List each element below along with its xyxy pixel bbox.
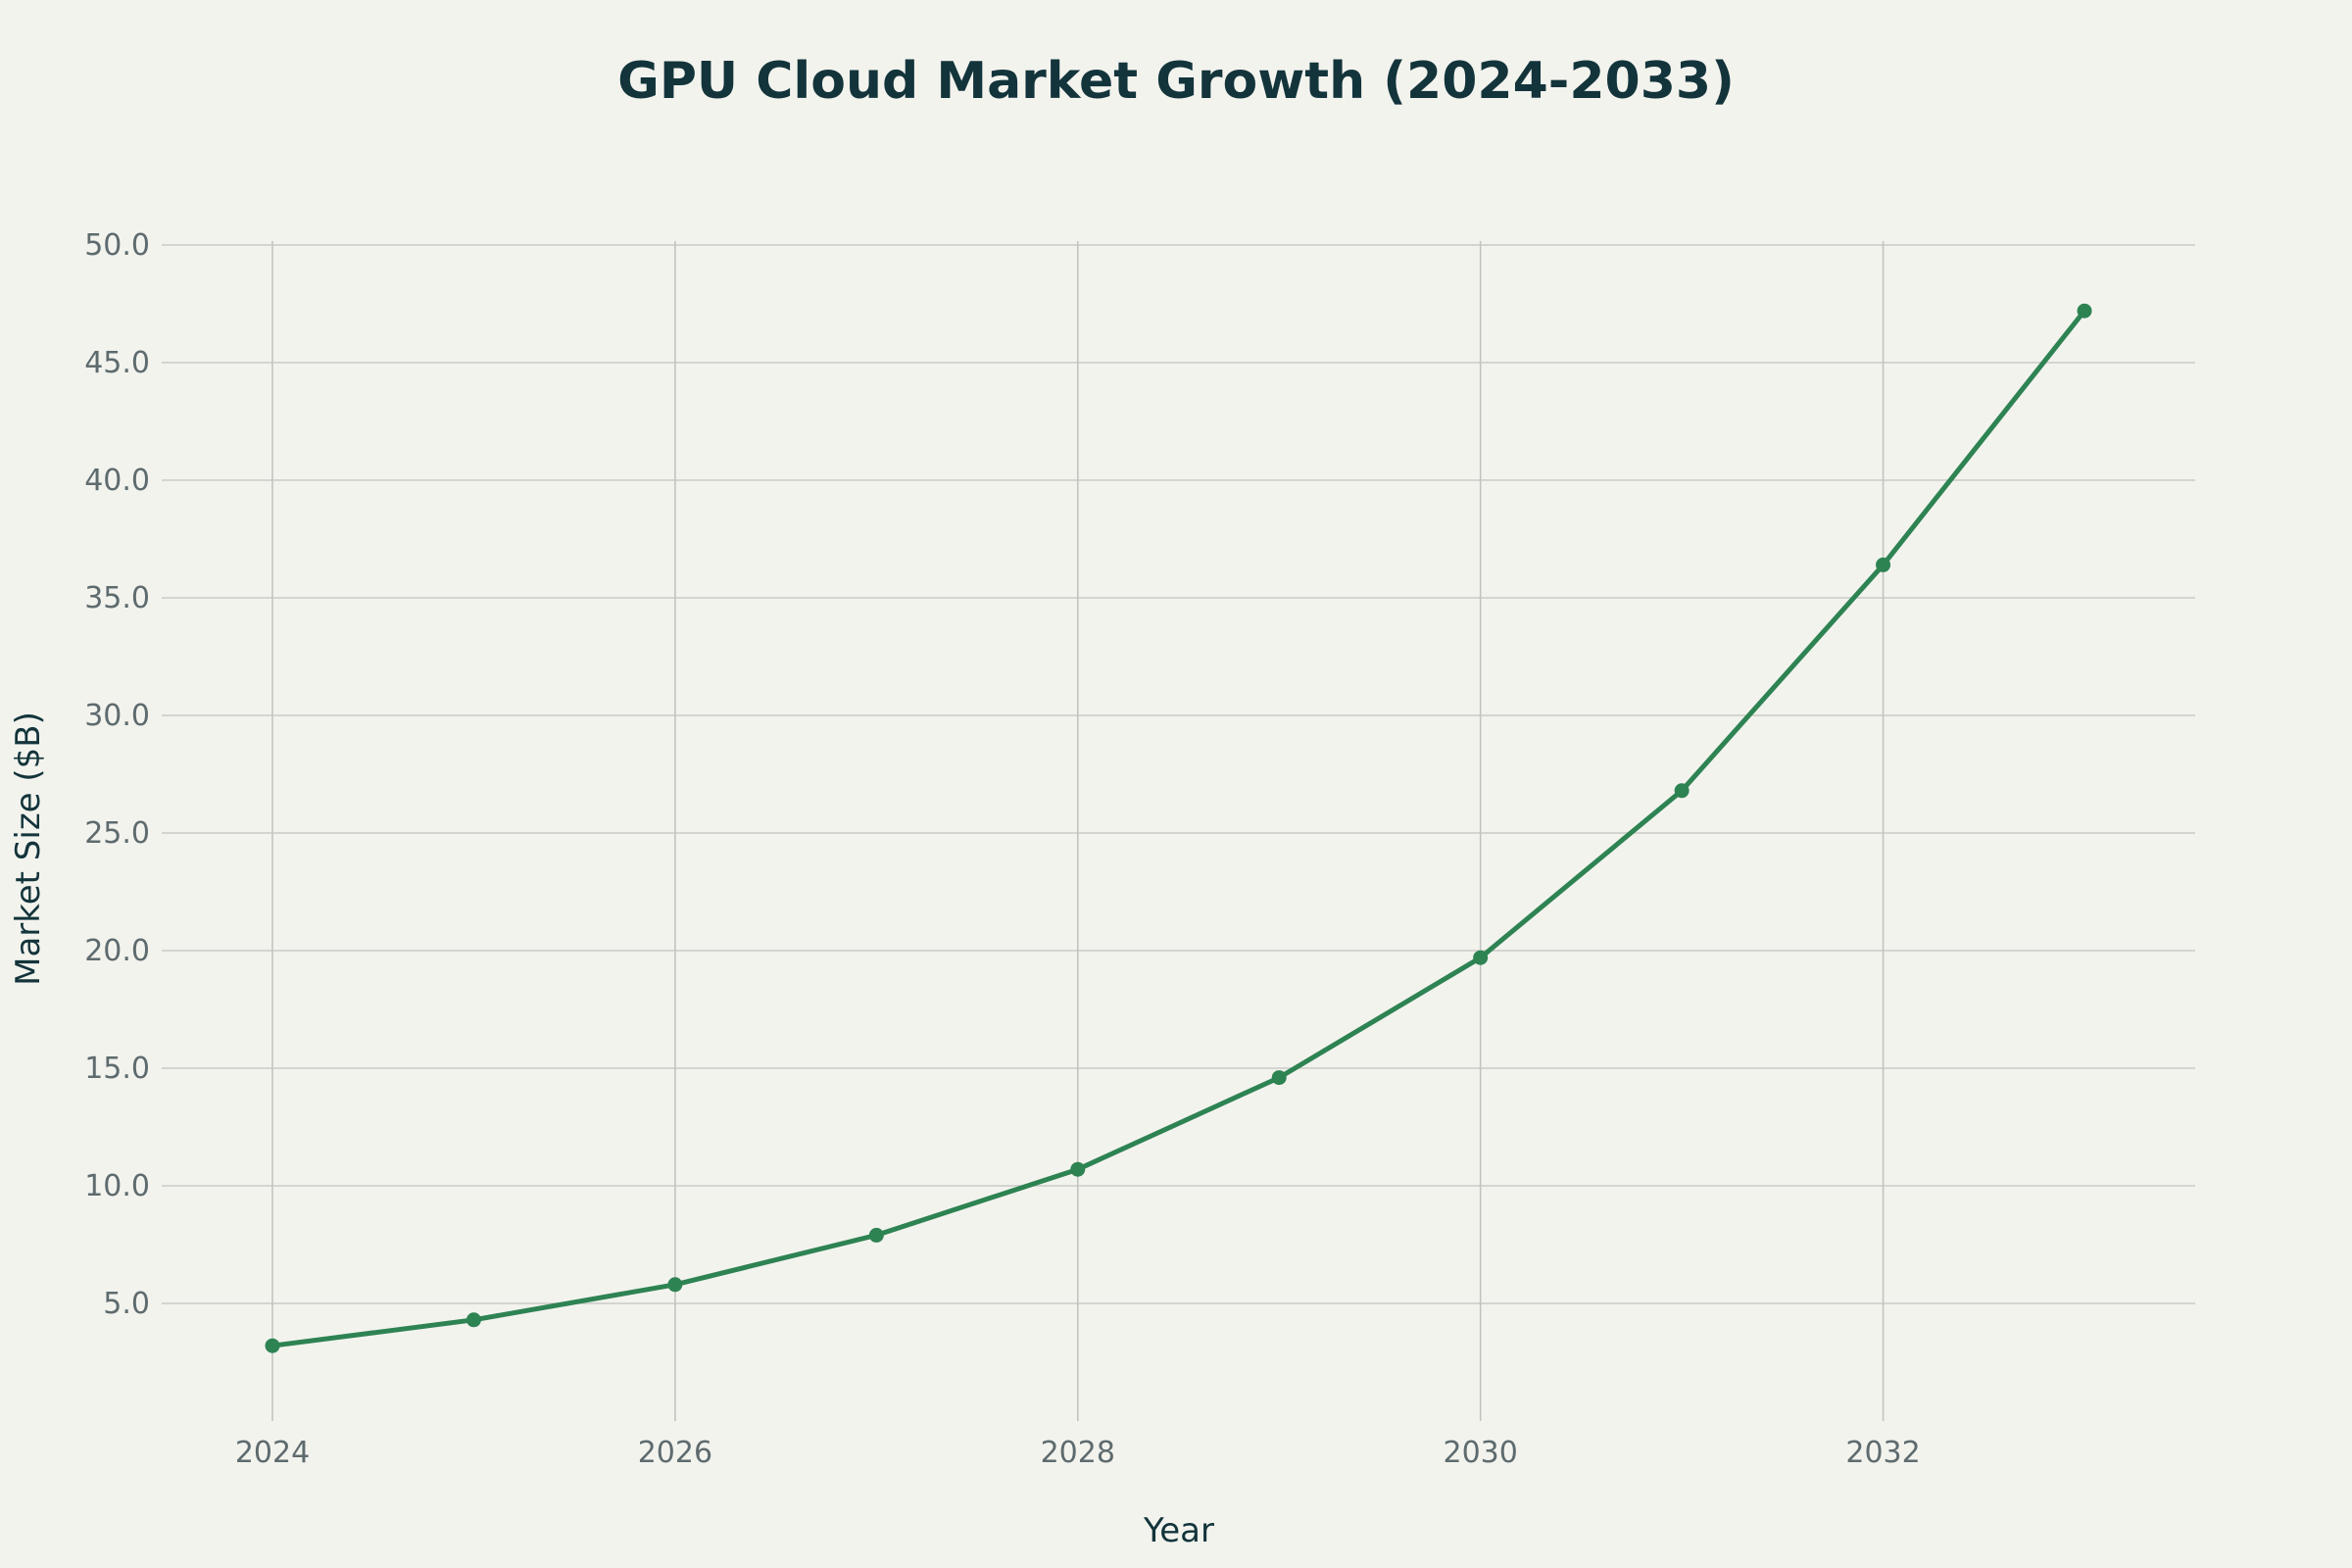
y-tick-label: 20.0 (84, 934, 150, 968)
data-point[interactable] (1876, 557, 1891, 572)
data-point[interactable] (667, 1277, 683, 1293)
data-point[interactable] (1271, 1070, 1287, 1086)
data-point[interactable] (1473, 950, 1489, 965)
grid (162, 241, 2195, 1421)
y-tick-label: 25.0 (84, 816, 150, 851)
y-tick-label: 30.0 (84, 699, 150, 733)
y-tick-label: 5.0 (103, 1287, 150, 1321)
x-tick-label: 2032 (1845, 1436, 1920, 1470)
y-tick-label: 15.0 (84, 1052, 150, 1086)
x-tick-label: 2024 (235, 1436, 310, 1470)
x-axis-title: Year (1143, 1511, 1214, 1550)
data-point[interactable] (868, 1227, 884, 1243)
y-axis-title: Market Size ($B) (9, 711, 48, 986)
y-tick-label: 35.0 (84, 581, 150, 615)
data-point[interactable] (2077, 303, 2092, 318)
y-tick-label: 50.0 (84, 228, 150, 263)
x-tick-label: 2028 (1041, 1436, 1115, 1470)
y-tick-label: 40.0 (84, 464, 150, 498)
y-axis-ticks: 5.0 10.0 15.0 20.0 25.0 30.0 35.0 40.0 45.0 50.0 (84, 228, 150, 1321)
data-point[interactable] (265, 1338, 280, 1353)
data-point[interactable] (1674, 783, 1690, 799)
x-axis-ticks: 2024 2026 2028 2030 2032 (235, 1436, 1921, 1470)
series-layer (265, 303, 2092, 1353)
y-tick-label: 45.0 (84, 346, 150, 380)
data-point[interactable] (466, 1312, 481, 1328)
x-tick-label: 2026 (638, 1436, 712, 1470)
chart-title: GPU Cloud Market Growth (2024-2033) (617, 52, 1735, 111)
y-tick-label: 10.0 (84, 1169, 150, 1203)
x-tick-label: 2030 (1443, 1436, 1517, 1470)
data-point[interactable] (1070, 1161, 1086, 1177)
series-line (270, 308, 2087, 1348)
